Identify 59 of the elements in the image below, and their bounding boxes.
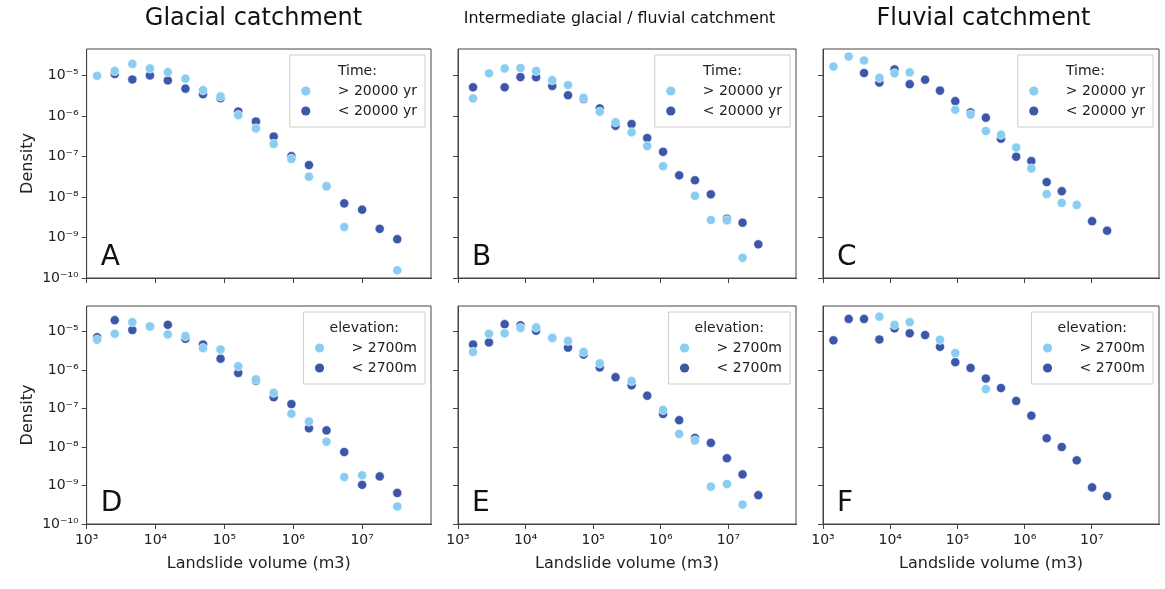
- annotation: E: [472, 485, 490, 519]
- legend-label: < 20000 yr: [337, 101, 418, 118]
- legend-label: > 20000 yr: [1065, 81, 1146, 98]
- x-tick-label: 10⁴: [878, 531, 903, 548]
- x-tick-label: 10⁶: [1012, 531, 1037, 548]
- legend-title: elevation:: [329, 318, 400, 335]
- y-tick-label: 10⁻⁸: [47, 437, 79, 454]
- y-tick-label: 10⁻⁵: [47, 66, 79, 83]
- chart-title: Fluvial catchment: [875, 2, 1092, 33]
- x-axis-title: Landslide volume (m3): [899, 552, 1083, 572]
- x-tick-label: 10⁵: [581, 531, 605, 548]
- legend-title: Time:: [336, 61, 377, 78]
- legend-label: < 20000 yr: [1065, 101, 1146, 118]
- legend-label: > 20000 yr: [337, 81, 418, 98]
- y-tick-label: 10⁻⁷: [47, 399, 79, 416]
- x-tick-label: 10⁶: [281, 531, 306, 548]
- legend-title: Time:: [701, 61, 742, 78]
- y-axis-title: Density: [16, 384, 36, 446]
- legend-label: > 2700m: [351, 338, 417, 355]
- x-tick-label: 10⁷: [350, 531, 374, 548]
- y-tick-label: 10⁻⁵: [47, 322, 79, 339]
- x-tick-label: 10⁵: [212, 531, 237, 548]
- x-tick-label: 10⁴: [513, 531, 538, 548]
- annotation: D: [100, 485, 123, 519]
- x-tick-label: 10⁷: [716, 531, 741, 548]
- legend-label: > 2700m: [1079, 338, 1145, 355]
- y-tick-label: 10⁻⁶: [47, 106, 79, 123]
- y-tick-label: 10⁻¹⁰: [42, 514, 80, 531]
- legend-label: < 20000 yr: [702, 101, 783, 118]
- legend-title: elevation:: [1057, 318, 1128, 335]
- y-tick-label: 10⁻⁹: [47, 476, 79, 493]
- y-tick-label: 10⁻⁸: [47, 187, 79, 204]
- legend-title: Time:: [1064, 61, 1105, 78]
- legend-label: > 2700m: [716, 338, 782, 355]
- y-tick-label: 10⁻⁷: [47, 147, 79, 164]
- legend-title: elevation:: [694, 318, 765, 335]
- x-tick-label: 10⁵: [945, 531, 970, 548]
- annotation: F: [837, 485, 854, 519]
- annotation: B: [472, 239, 492, 273]
- y-tick-label: 10⁻¹⁰: [42, 268, 80, 285]
- x-axis-title: Landslide volume (m3): [166, 552, 351, 572]
- legend-label: > 20000 yr: [702, 81, 783, 98]
- legend-label: < 2700m: [1079, 358, 1145, 375]
- annotation: A: [100, 239, 120, 273]
- x-tick-label: 10³: [446, 531, 470, 548]
- chart-title: Glacial catchment: [143, 2, 364, 33]
- y-tick-label: 10⁻⁶: [47, 360, 79, 377]
- legend-label: < 2700m: [716, 358, 782, 375]
- chart-title: Intermediate glacial / fluvial catchment: [462, 7, 777, 29]
- x-tick-label: 10⁴: [143, 531, 168, 548]
- y-tick-label: 10⁻⁹: [47, 228, 79, 245]
- x-tick-label: 10³: [74, 531, 99, 548]
- x-tick-label: 10⁷: [1080, 531, 1104, 548]
- x-tick-label: 10³: [811, 531, 835, 548]
- y-axis-title: Density: [16, 133, 36, 194]
- x-tick-label: 10⁶: [649, 531, 673, 548]
- legend-label: < 2700m: [351, 358, 417, 375]
- x-axis-title: Landslide volume (m3): [535, 552, 719, 572]
- annotation: C: [837, 239, 857, 273]
